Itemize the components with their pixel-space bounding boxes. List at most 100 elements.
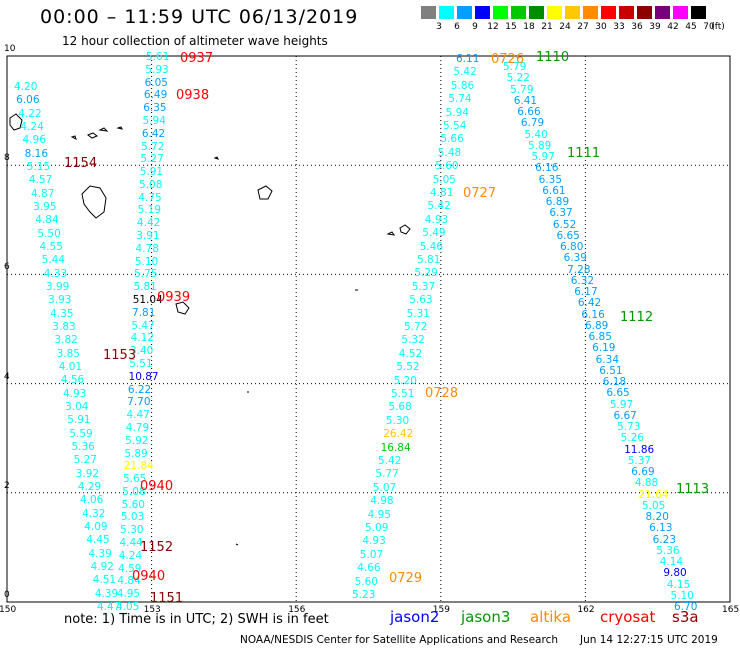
scale-label: 45 [685, 22, 697, 32]
wave-height-value: 3.82 [54, 334, 78, 347]
wave-height-value: 5.05 [432, 173, 456, 186]
wave-height-value: 4.98 [370, 495, 394, 508]
wave-height-value: 5.10 [670, 589, 694, 602]
latitude-tick-label: 10 [4, 44, 16, 54]
wave-height-value: 5.66 [440, 133, 464, 146]
scale-label: 6 [454, 22, 460, 32]
wave-height-value: 6.16 [535, 162, 559, 175]
wave-height-value: 3.04 [65, 401, 89, 413]
pass-time-label: 1154 [64, 156, 98, 171]
wave-height-value: 3.92 [75, 467, 100, 480]
wave-height-value: 4.84 [117, 575, 141, 588]
wave-height-value: 4.24 [118, 549, 143, 562]
wave-height-value: 4.32 [82, 507, 106, 520]
latitude-tick-label: 4 [4, 371, 10, 382]
island-outline [98, 127, 109, 132]
longitude-tick-label: 153 [143, 605, 161, 615]
wave-height-value: 5.07 [372, 481, 397, 494]
wave-height-value: 5.47 [131, 319, 155, 332]
wave-height-value: 5.52 [396, 361, 420, 374]
island-outline [81, 185, 107, 219]
wave-height-value: 5.49 [422, 227, 446, 240]
wave-height-value: 7.81 [132, 306, 156, 319]
wave-height-value: 3.40 [129, 345, 154, 358]
wave-height-value: 6.42 [141, 127, 166, 140]
wave-height-value: 4.15 [666, 578, 691, 591]
wave-height-value: 5.08 [122, 485, 146, 498]
wave-height-value: 6.13 [649, 522, 673, 535]
wave-height-value: 4.93 [424, 213, 449, 226]
wave-height-value: 4.47 [97, 601, 121, 613]
wave-height-value: 4.14 [659, 556, 684, 568]
wave-height-value: 4.51 [92, 574, 117, 587]
scale-label: 24 [559, 22, 571, 32]
wave-height-value: 6.89 [545, 196, 570, 208]
generated-timestamp: Jun 14 12:27:15 UTC 2019 [580, 634, 718, 646]
wave-height-value: 5.30 [385, 414, 410, 427]
wave-height-value: 5.68 [388, 401, 412, 414]
wave-height-value: 4.20 [14, 81, 38, 93]
island-outline [386, 231, 396, 236]
wave-height-value: 5.54 [443, 120, 467, 132]
wave-height-value: 4.33 [43, 267, 68, 280]
latitude-tick-label: 6 [4, 262, 10, 273]
wave-height-value: 5.86 [450, 79, 475, 92]
footnote: note: 1) Time is in UTC; 2) SWH is in fe… [64, 612, 329, 627]
wave-height-value: 5.93 [145, 63, 169, 76]
wave-height-value: 4.75 [138, 191, 162, 204]
scale-label: 12 [487, 22, 499, 32]
wave-height-value: 4.87 [31, 187, 55, 200]
wave-height-value: 5.37 [627, 454, 652, 467]
wave-height-value: 5.36 [656, 544, 680, 557]
wave-height-value: 5.60 [354, 575, 378, 588]
pass-time-label: 0940 [132, 569, 166, 584]
wave-height-value: 51.04 [132, 294, 163, 307]
wave-height-value: 5.10 [134, 255, 159, 268]
wave-height-value: 4.84 [35, 214, 59, 227]
scale-label: 30 [595, 22, 607, 32]
wave-height-value: 4.39 [94, 587, 119, 600]
wave-height-value: 5.63 [409, 294, 433, 307]
wave-height-value: 4.05 [116, 601, 140, 613]
longitude-tick-label: 162 [577, 605, 595, 615]
wave-height-value: 5.48 [437, 146, 462, 159]
wave-height-value: 4.39 [88, 547, 112, 560]
wave-height-value: 6.69 [631, 466, 655, 478]
wave-height-value: 4.81 [430, 187, 454, 199]
wave-height-value: 4.29 [77, 481, 102, 493]
wave-height-value: 3.99 [45, 281, 70, 293]
wave-height-value: 5.89 [124, 447, 148, 460]
scale-swatch [457, 6, 472, 19]
pass-time-label: 1113 [676, 482, 710, 497]
wave-height-value: 5.36 [71, 441, 95, 453]
wave-height-value: 5.72 [404, 321, 428, 333]
wave-height-value: 5.75 [134, 268, 158, 281]
wave-height-value: 5.91 [67, 414, 91, 427]
wave-height-value: 5.44 [41, 254, 66, 267]
wave-height-value: 4.78 [135, 242, 159, 255]
wave-height-value: 5.91 [139, 166, 164, 179]
wave-height-value: 5.65 [122, 473, 147, 486]
scale-label: 9 [472, 22, 478, 32]
wave-height-value: 4.45 [86, 534, 110, 547]
wave-height-value: 6.11 [456, 53, 480, 65]
scale-label: 36 [631, 22, 643, 32]
wave-height-value: 5.40 [524, 128, 548, 141]
wave-height-value: 5.07 [359, 548, 384, 561]
wave-height-value: 5.94 [142, 114, 166, 127]
wave-height-value: 4.24 [20, 121, 44, 133]
wave-height-value: 6.85 [588, 331, 612, 343]
wave-height-value: 5.97 [531, 151, 555, 163]
wave-height-value: 16.84 [380, 441, 411, 454]
island-outline [86, 132, 99, 139]
wave-height-value: 5.42 [453, 66, 477, 79]
scale-label: 21 [541, 22, 553, 32]
longitude-tick-label: 159 [432, 605, 450, 615]
island-outline [213, 156, 219, 160]
wave-height-value: 4.66 [357, 562, 381, 575]
wave-height-value: 5.92 [125, 434, 149, 447]
longitude-tick-label: 150 [0, 605, 17, 615]
wave-height-value: 5.72 [141, 140, 165, 153]
wave-height-value: 5.37 [411, 280, 436, 293]
wave-height-value: 4.44 [119, 537, 143, 550]
